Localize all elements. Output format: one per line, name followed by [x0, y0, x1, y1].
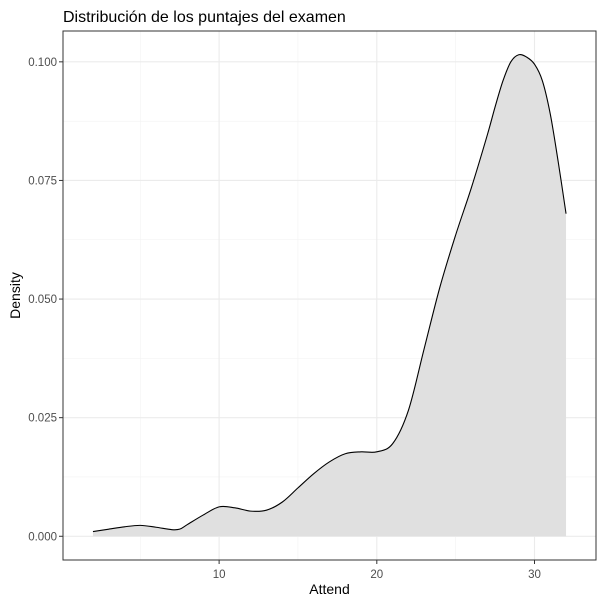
x-tick-label: 10 — [213, 569, 226, 581]
chart-title: Distribución de los puntajes del examen — [63, 9, 346, 26]
y-tick-label: 0.025 — [28, 413, 57, 425]
y-tick-label: 0.075 — [28, 175, 57, 187]
y-tick-label: 0.000 — [28, 531, 57, 543]
x-axis: 10 20 30 — [213, 560, 541, 581]
density-line — [92, 53, 567, 533]
y-axis-title: Density — [7, 272, 23, 319]
y-tick-label: 0.100 — [28, 57, 57, 69]
x-axis-title: Attend — [309, 581, 349, 597]
plot-border — [62, 30, 597, 561]
x-tick-label: 20 — [370, 569, 383, 581]
y-tick-label: 0.050 — [28, 294, 57, 306]
y-axis: 0.000 0.025 0.050 0.075 0.100 — [28, 57, 63, 543]
x-tick-label: 30 — [528, 569, 541, 581]
density-area — [92, 54, 567, 537]
